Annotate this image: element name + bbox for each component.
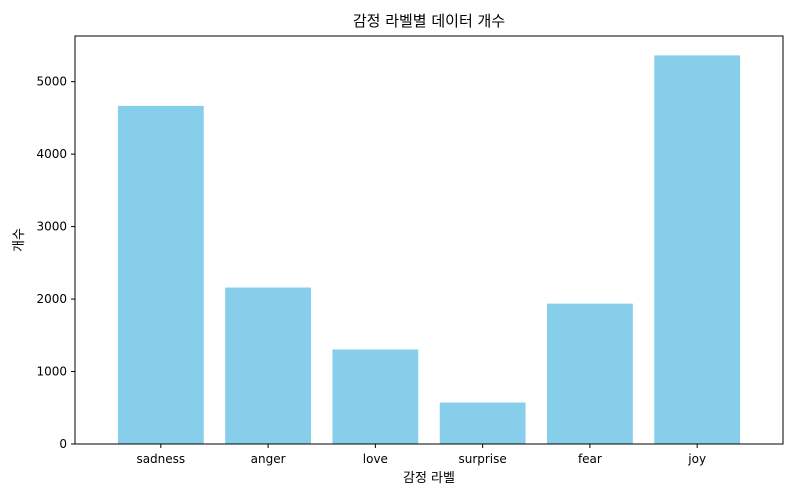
y-axis-label: 개수: [12, 228, 27, 252]
x-axis-ticks: sadness anger love surprise fear joy: [136, 444, 706, 466]
bar-sadness: [117, 105, 204, 444]
x-tick-label: surprise: [458, 452, 506, 466]
x-tick-label: sadness: [136, 452, 185, 466]
bar-joy: [654, 55, 741, 445]
x-tick-label: love: [363, 452, 388, 466]
bar-surprise: [439, 402, 526, 444]
y-tick-label: 2000: [36, 292, 67, 306]
y-axis-ticks: 0 1000 2000 3000 4000 5000: [36, 75, 75, 451]
y-tick-label: 4000: [36, 147, 67, 161]
x-tick-label: anger: [251, 452, 286, 466]
x-axis-label: 감정 라벨: [403, 471, 455, 486]
bar-love: [332, 349, 419, 444]
x-tick-label: joy: [687, 452, 706, 466]
bar-fear: [547, 303, 633, 444]
x-tick-label: fear: [578, 452, 602, 466]
plot-frame: [74, 35, 784, 445]
chart-title: 감정 라벨별 데이터 개수: [353, 12, 505, 30]
y-tick-label: 3000: [36, 220, 67, 234]
y-tick-label: 0: [59, 437, 67, 451]
y-tick-label: 1000: [36, 365, 67, 379]
bar-anger: [225, 287, 311, 444]
y-tick-label: 5000: [36, 75, 67, 89]
bars-group: [117, 55, 741, 445]
